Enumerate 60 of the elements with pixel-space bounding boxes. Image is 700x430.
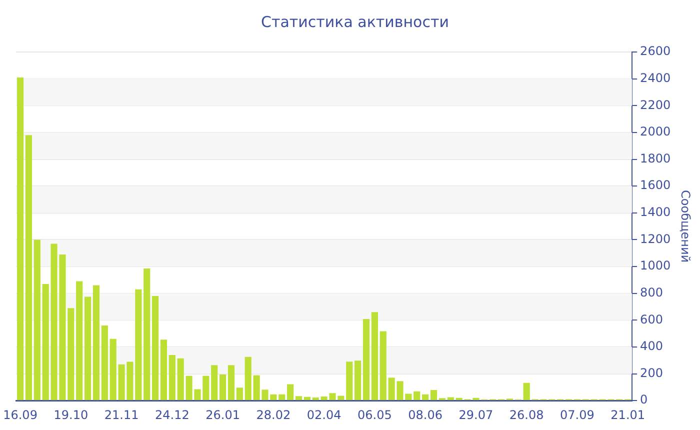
y-tick-label: 1000 <box>640 258 671 273</box>
y-tick-label: 1800 <box>640 151 671 166</box>
x-tick-label: 28.02 <box>256 408 291 422</box>
bar <box>152 296 159 400</box>
y-tick-label: 2400 <box>640 70 671 85</box>
bar <box>287 384 294 400</box>
bar <box>295 396 302 400</box>
y-tick-label: 2000 <box>640 124 671 139</box>
x-tick-label: 26.08 <box>509 408 544 422</box>
bar <box>278 394 286 400</box>
bar <box>211 365 218 400</box>
y-tick-label: 1600 <box>640 178 671 192</box>
bar <box>144 268 150 400</box>
bar <box>312 398 319 400</box>
bar <box>354 360 362 400</box>
x-tick-label: 07.09 <box>560 408 594 422</box>
x-tick-label: 21.01 <box>610 408 646 422</box>
x-tick-label: 26.01 <box>206 408 240 422</box>
y-tick-label: 0 <box>640 392 648 407</box>
bar <box>346 362 353 400</box>
bar <box>168 355 176 400</box>
bar <box>25 135 32 400</box>
x-tick-label: 24.12 <box>154 408 190 422</box>
bar <box>371 312 378 400</box>
y-tick-label: 2200 <box>640 98 671 112</box>
bar <box>244 356 252 400</box>
y-axis-title: Сообщений <box>678 190 693 263</box>
bar <box>362 318 370 400</box>
bar <box>380 331 386 400</box>
x-tick-label: 02.04 <box>306 408 342 422</box>
bar <box>76 281 83 400</box>
x-tick-label: 21.11 <box>104 408 139 422</box>
bar <box>220 374 226 400</box>
chart-title: Статистика активности <box>261 12 449 31</box>
bar <box>422 394 429 400</box>
y-tick-label: 2600 <box>640 44 671 58</box>
bar <box>16 77 24 400</box>
bar <box>236 388 243 400</box>
bar <box>177 358 184 400</box>
y-tick-label: 200 <box>640 366 663 380</box>
x-tick-label: 29.07 <box>458 408 494 422</box>
y-tick-label: 1200 <box>640 232 671 246</box>
bar <box>430 390 438 400</box>
bar <box>414 391 420 400</box>
y-tick-label: 400 <box>640 339 663 354</box>
bar <box>101 326 108 400</box>
bar <box>447 397 454 400</box>
x-tick-label: 19.10 <box>54 408 88 422</box>
x-tick-label: 06.05 <box>358 408 392 422</box>
bar <box>304 396 310 400</box>
bar <box>84 296 92 400</box>
bar <box>92 285 100 400</box>
x-tick-label: 16.09 <box>3 408 38 422</box>
y-tick-label: 600 <box>640 312 663 326</box>
bar <box>34 240 40 400</box>
x-tick-label: 08.06 <box>408 408 442 422</box>
bar <box>160 340 168 400</box>
bar <box>228 365 235 400</box>
y-tick-label: 800 <box>640 285 663 300</box>
y-tick-label: 1400 <box>640 205 671 220</box>
